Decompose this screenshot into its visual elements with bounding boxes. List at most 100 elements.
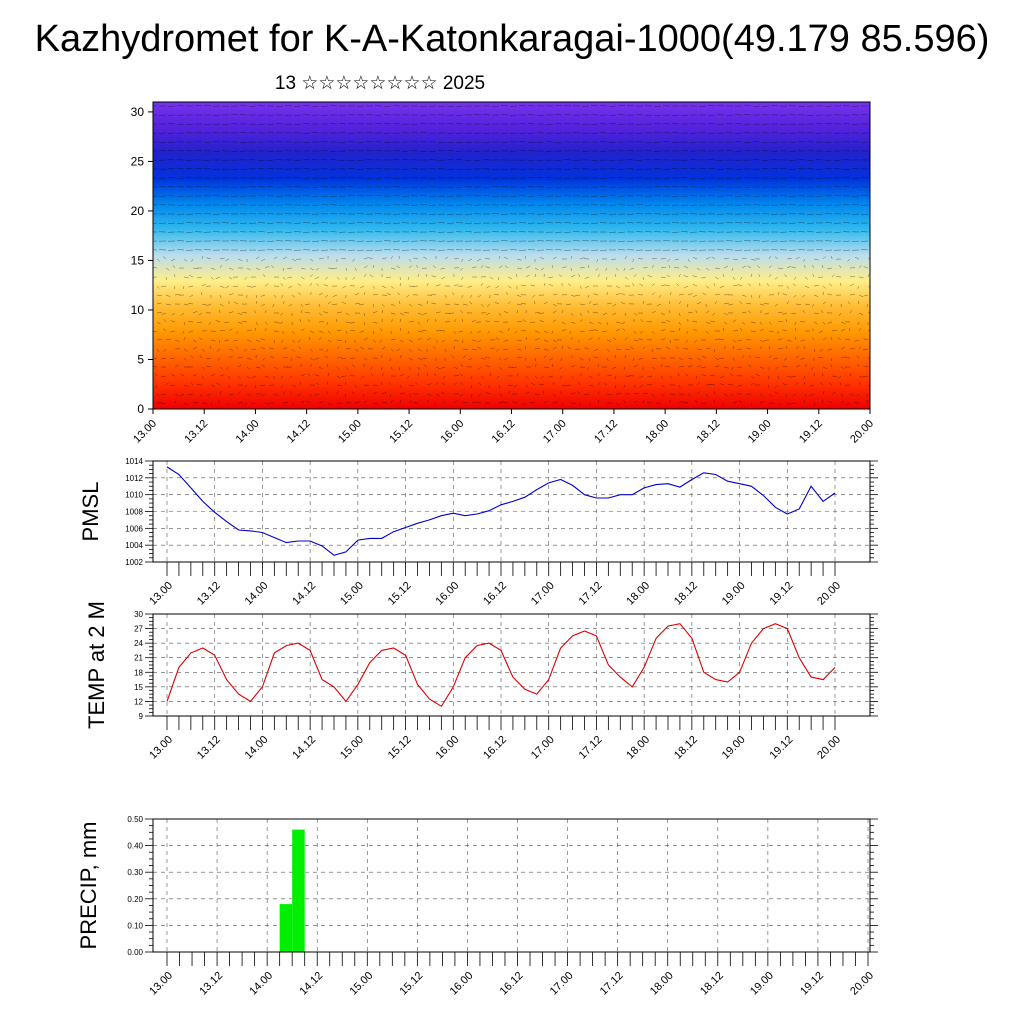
grid <box>153 460 870 563</box>
ytick-label: 24 <box>134 639 143 648</box>
xtick-label: 16.12 <box>481 734 509 762</box>
heat-xtick-label: 14.00 <box>234 418 262 446</box>
xtick-label: 17.12 <box>577 734 605 762</box>
xtick-label: 18.00 <box>648 970 676 998</box>
xtick-label: 15.12 <box>386 580 414 608</box>
grid <box>153 818 870 953</box>
ytick-label: 0.10 <box>127 921 143 930</box>
xtick-label: 16.00 <box>448 970 476 998</box>
ytick-label: 9 <box>139 712 144 721</box>
ytick-label: 1008 <box>125 508 143 517</box>
heat-ytick-label: 10 <box>131 303 145 317</box>
ytick-label: 30 <box>134 610 143 619</box>
xtick-label: 18.00 <box>624 580 652 608</box>
xtick-label: 13.12 <box>195 580 223 608</box>
ytick-label: 1014 <box>125 457 143 466</box>
xtick-label: 20.00 <box>815 734 843 762</box>
heat-ytick-label: 15 <box>131 253 145 267</box>
ytick-label: 0.00 <box>127 948 143 957</box>
xtick-label: 13.00 <box>147 580 175 608</box>
xtick-label: 16.00 <box>433 580 461 608</box>
xtick-label: 18.12 <box>672 734 700 762</box>
ytick-label: 21 <box>134 654 143 663</box>
heat-ytick-label: 30 <box>131 105 145 119</box>
chart-title: Kazhydromet for K-A-Katonkaragai-1000(49… <box>34 18 990 60</box>
xtick-label: 14.12 <box>297 970 325 998</box>
precip-panel: 0.00 0.10 0.20 0.30 0.40 0.50 13.00 13.12 14.00 1… <box>76 815 878 998</box>
xtick-label: 17.00 <box>548 970 576 998</box>
xtick-label: 14.00 <box>243 734 271 762</box>
ytick-label: 0.30 <box>127 868 143 877</box>
pmsl-panel: 1002 1004 1006 1008 1010 1012 1014 13.00 13.12 14… <box>78 457 878 608</box>
xtick-label: 15.00 <box>338 734 366 762</box>
xtick-label: 18.00 <box>624 734 652 762</box>
precip-bar <box>292 829 305 952</box>
heat-xtick-label: 19.12 <box>797 418 825 446</box>
ytick-label: 1006 <box>125 524 143 533</box>
heat-xtick-label: 13.12 <box>182 418 210 446</box>
ytick-label: 0.50 <box>127 815 143 824</box>
heat-xtick-label: 15.00 <box>336 418 364 446</box>
series-line <box>166 623 836 708</box>
xtick-label: 18.12 <box>672 580 700 608</box>
ytick-label: 1002 <box>125 558 143 567</box>
chart-subtitle: 13 ☆☆☆☆☆☆☆☆ 2025 <box>274 73 486 94</box>
ytick-label: 0.40 <box>127 842 143 851</box>
xtick-label: 14.12 <box>290 580 318 608</box>
heat-xtick-label: 16.12 <box>490 418 518 446</box>
xtick-label: 16.12 <box>498 970 526 998</box>
xtick-label: 15.12 <box>386 734 414 762</box>
ytick-label: 0.20 <box>127 895 143 904</box>
heat-ytick-label: 5 <box>137 352 144 366</box>
xtick-label: 18.12 <box>698 970 726 998</box>
ytick-label: 1010 <box>125 491 143 500</box>
precip-bar <box>279 904 293 952</box>
ytick-label: 1012 <box>125 474 143 483</box>
xtick-label: 15.00 <box>347 970 375 998</box>
xtick-label: 13.12 <box>197 970 225 998</box>
xtick-label: 19.00 <box>748 970 776 998</box>
xtick-label: 19.12 <box>767 580 795 608</box>
wind-heatmap-panel: 0 5 10 15 20 25 30 13.00 13.12 14.00 14.12 15.00 15.… <box>131 101 876 446</box>
heat-xtick-label: 17.12 <box>592 418 620 446</box>
heatmap-field <box>153 102 870 409</box>
heat-xtick-label: 20.00 <box>848 418 876 446</box>
xtick-label: 14.12 <box>290 734 318 762</box>
xtick-label: 14.00 <box>247 970 275 998</box>
series-line <box>166 466 836 556</box>
y-axis-label: PMSL <box>78 482 103 542</box>
xtick-label: 16.12 <box>481 580 509 608</box>
ytick-label: 12 <box>134 697 143 706</box>
heat-xtick-label: 17.00 <box>541 418 569 446</box>
xtick-label: 19.12 <box>798 970 826 998</box>
xtick-label: 15.12 <box>398 970 426 998</box>
xtick-label: 13.00 <box>147 970 175 998</box>
ytick-label: 18 <box>134 668 143 677</box>
heat-xtick-label: 18.12 <box>695 418 723 446</box>
heat-xtick-label: 18.00 <box>643 418 671 446</box>
heat-xtick-label: 14.12 <box>285 418 313 446</box>
xtick-label: 15.00 <box>338 580 366 608</box>
panel-frame <box>152 818 871 953</box>
y-axis-label: PRECIP, mm <box>76 822 101 950</box>
heat-xtick-label: 19.00 <box>746 418 774 446</box>
xtick-label: 19.00 <box>720 580 748 608</box>
xtick-label: 19.12 <box>767 734 795 762</box>
y-axis-label: TEMP at 2 M <box>84 601 109 729</box>
xtick-label: 20.00 <box>848 970 876 998</box>
xtick-label: 14.00 <box>243 580 271 608</box>
heat-xtick-label: 13.00 <box>131 418 159 446</box>
xtick-label: 16.00 <box>433 734 461 762</box>
xtick-label: 17.12 <box>598 970 626 998</box>
heat-xtick-label: 15.12 <box>387 418 415 446</box>
ytick-label: 27 <box>134 625 143 634</box>
heat-xtick-label: 16.00 <box>438 418 466 446</box>
xtick-label: 17.12 <box>577 580 605 608</box>
ytick-label: 15 <box>134 683 143 692</box>
ytick-label: 1004 <box>125 541 143 550</box>
heat-ytick-label: 0 <box>137 402 144 416</box>
heat-ytick-label: 25 <box>131 154 145 168</box>
xtick-label: 17.00 <box>529 734 557 762</box>
xtick-label: 17.00 <box>529 580 557 608</box>
